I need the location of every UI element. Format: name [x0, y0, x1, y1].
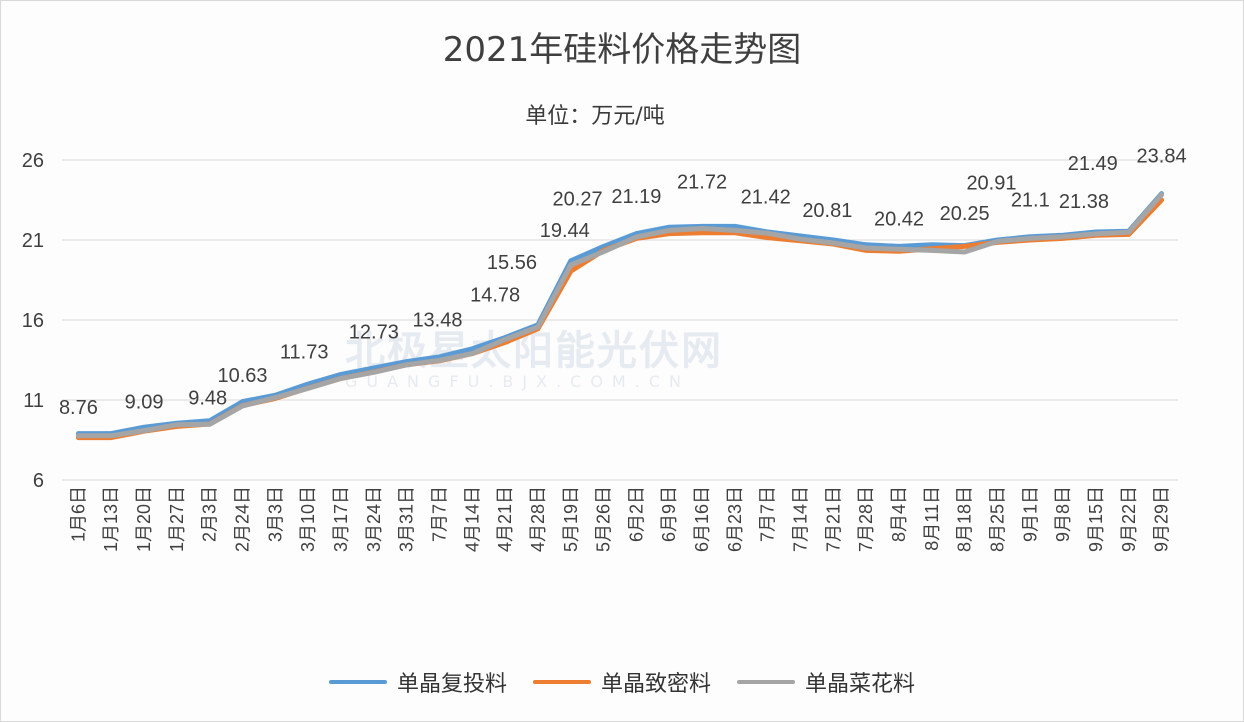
x-tick-label: 3月31日 — [397, 486, 417, 552]
series-line-2 — [75, 192, 1165, 439]
data-label: 14.78 — [470, 285, 520, 307]
data-label: 8.76 — [59, 397, 98, 419]
x-tick-label: 6月23日 — [725, 486, 745, 552]
data-label: 9.09 — [125, 392, 164, 414]
x-tick-label: 9月22日 — [1119, 486, 1139, 552]
watermark-sub: GUANGFU.BJX.COM.CN — [345, 372, 690, 391]
x-tick-label: 3月3日 — [265, 486, 285, 542]
x-tick-label: 7月7日 — [429, 486, 449, 542]
y-tick-label: 16 — [22, 310, 44, 332]
data-label: 12.73 — [349, 321, 399, 343]
x-tick-label: 6月9日 — [659, 486, 679, 542]
data-label: 10.63 — [217, 365, 267, 387]
data-label: 20.25 — [940, 203, 990, 225]
x-axis: 1月6日 1月13日 1月20日 1月27日 2月3日 2月24日 3月3日 3月10日 3月1… — [68, 486, 1171, 552]
y-tick-label: 11 — [23, 390, 44, 412]
x-tick-label: 7月14日 — [791, 486, 811, 552]
x-tick-label: 9月1日 — [1020, 486, 1040, 542]
legend-swatch — [737, 680, 795, 684]
x-tick-label: 6月2日 — [626, 486, 646, 542]
y-tick-label: 26 — [22, 150, 44, 172]
x-tick-label: 9月29日 — [1152, 486, 1172, 552]
legend-label: 单晶菜花料 — [805, 672, 916, 697]
data-label: 21.72 — [677, 171, 727, 193]
chart-title: 2021年硅料价格走势图 — [442, 30, 802, 70]
x-tick-label: 2月3日 — [200, 486, 220, 542]
x-tick-label: 5月26日 — [594, 486, 614, 552]
x-tick-label: 3月24日 — [364, 486, 384, 552]
x-tick-label: 9月8日 — [1053, 486, 1073, 542]
chart-subtitle: 单位：万元/吨 — [525, 104, 665, 129]
data-label: 21.49 — [1068, 153, 1118, 175]
x-tick-label: 7月21日 — [823, 486, 843, 552]
x-tick-label: 8月11日 — [922, 486, 942, 551]
y-tick-label: 21 — [22, 230, 44, 252]
x-tick-label: 1月6日 — [68, 486, 88, 542]
legend: 单晶复投料 单晶致密料 单晶菜花料 — [0, 666, 1244, 698]
legend-label: 单晶致密料 — [600, 672, 711, 697]
legend-item-2: 单晶菜花料 — [737, 666, 915, 698]
legend-swatch — [532, 680, 591, 684]
series-lines — [75, 191, 1165, 441]
x-tick-label: 1月20日 — [134, 486, 154, 552]
data-label: 15.56 — [487, 252, 537, 274]
x-tick-label: 1月13日 — [101, 486, 121, 552]
x-tick-label: 4月21日 — [495, 486, 515, 552]
data-label: 20.81 — [802, 200, 852, 222]
x-tick-label: 2月24日 — [233, 486, 253, 552]
x-tick-label: 8月25日 — [987, 486, 1007, 552]
data-label: 11.73 — [280, 341, 329, 363]
legend-item-1: 单晶致密料 — [532, 666, 711, 698]
data-label: 9.48 — [188, 387, 227, 409]
data-label: 21.1 — [1011, 189, 1050, 211]
y-axis: 6 11 16 21 26 — [22, 150, 44, 492]
x-tick-label: 7月28日 — [856, 486, 876, 552]
x-tick-label: 5月19日 — [561, 486, 581, 552]
series-line-0 — [75, 191, 1165, 437]
x-tick-label: 8月4日 — [889, 486, 909, 542]
data-label: 13.48 — [412, 309, 462, 331]
data-label: 19.44 — [540, 220, 590, 242]
legend-label: 单晶复投料 — [396, 672, 507, 697]
data-label: 23.84 — [1137, 146, 1187, 168]
data-label: 20.42 — [874, 208, 924, 230]
data-label: 20.91 — [966, 172, 1016, 194]
x-tick-label: 1月27日 — [167, 486, 187, 552]
x-tick-label: 4月28日 — [528, 486, 548, 552]
x-tick-label: 4月14日 — [462, 486, 482, 552]
x-tick-label: 3月10日 — [298, 486, 318, 552]
data-label: 20.27 — [553, 189, 603, 211]
data-label: 21.38 — [1059, 191, 1109, 213]
y-tick-label: 6 — [33, 470, 44, 492]
x-tick-label: 6月16日 — [692, 486, 712, 552]
x-tick-label: 8月18日 — [955, 486, 975, 552]
legend-item-0: 单晶复投料 — [328, 666, 507, 698]
data-label: 21.19 — [611, 186, 661, 208]
data-label: 21.42 — [741, 186, 791, 208]
x-tick-label: 7月7日 — [758, 486, 778, 542]
x-tick-label: 3月17日 — [331, 486, 351, 552]
legend-swatch — [328, 680, 387, 684]
x-tick-label: 9月15日 — [1086, 486, 1106, 552]
